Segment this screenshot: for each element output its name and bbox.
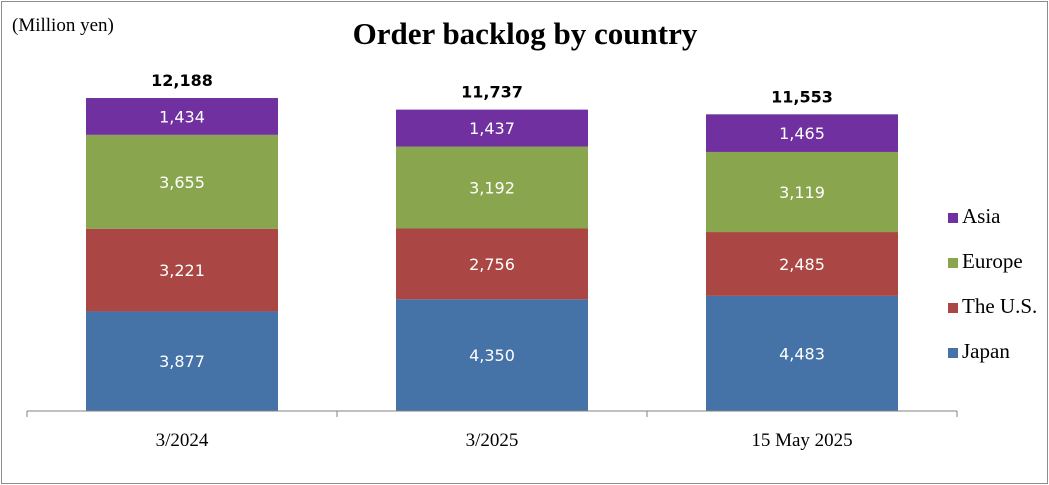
legend-swatch — [948, 348, 958, 358]
legend-label: The U.S. — [962, 294, 1037, 318]
segment-value-label: 4,483 — [779, 344, 825, 363]
chart-title: Order backlog by country — [353, 16, 698, 51]
legend-swatch — [948, 258, 958, 268]
segment-value-label: 1,434 — [159, 107, 205, 126]
bar-segment-asia-0 — [86, 98, 278, 135]
segment-value-label: 1,437 — [469, 119, 515, 138]
legend-label: Asia — [962, 204, 1001, 228]
x-tick-label: 15 May 2025 — [751, 430, 852, 451]
segment-value-label: 3,877 — [159, 352, 205, 371]
bar-total-label: 12,188 — [151, 71, 213, 90]
bar-segment-europe-1 — [396, 146, 588, 229]
bar-segment-japan-2 — [706, 295, 898, 411]
segment-value-label: 3,119 — [779, 183, 825, 202]
unit-label: (Million yen) — [12, 15, 114, 36]
x-tick-label: 3/2024 — [156, 430, 209, 451]
bar-segment-japan-1 — [396, 299, 588, 411]
bar-segment-europe-2 — [706, 151, 898, 233]
legend-swatch — [948, 303, 958, 313]
legend-swatch — [948, 213, 958, 223]
x-axis: 3/2024 3/2025 15 May 2025 — [26, 410, 958, 451]
segment-value-label: 1,465 — [779, 124, 825, 143]
segment-value-label: 3,192 — [469, 179, 515, 198]
segment-value-label: 3,655 — [159, 173, 205, 192]
bar-total-label: 11,553 — [771, 87, 833, 106]
segment-value-label: 3,221 — [159, 261, 205, 280]
legend: Asia Europe The U.S. Japan — [948, 204, 1037, 363]
bar-segment-asia-2 — [706, 114, 898, 152]
bar-segment-asia-1 — [396, 109, 588, 147]
bar-segment-the-u-s-0 — [86, 228, 278, 312]
bar-total-label: 11,737 — [461, 83, 523, 102]
x-tick-label: 3/2025 — [466, 430, 519, 451]
bar-segment-europe-0 — [86, 134, 278, 229]
bar-segment-the-u-s-2 — [706, 232, 898, 296]
segment-value-label: 2,756 — [469, 255, 515, 274]
legend-label: Japan — [962, 339, 1010, 363]
bars-group: 3,877 3,221 3,655 1,434 12,188 4,350 2,756 3,19… — [86, 71, 898, 411]
segment-value-label: 2,485 — [779, 255, 825, 274]
segment-value-label: 4,350 — [469, 346, 515, 365]
legend-label: Europe — [962, 249, 1023, 273]
bar-segment-japan-0 — [86, 311, 278, 411]
bar-segment-the-u-s-1 — [396, 228, 588, 300]
